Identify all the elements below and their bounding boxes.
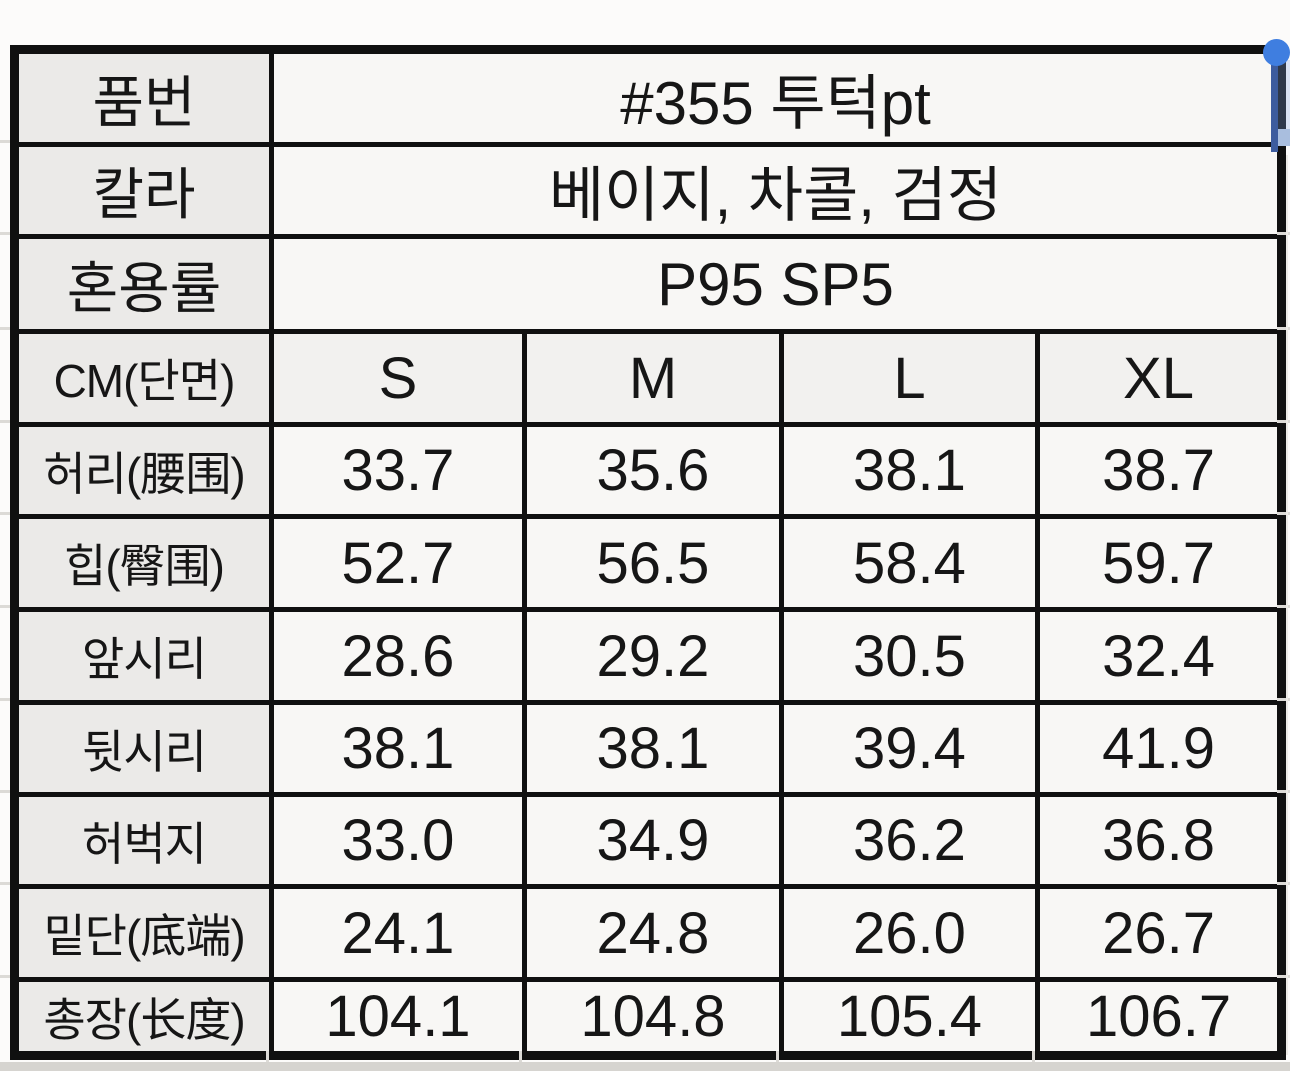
total-length-label: 총장(长度) <box>12 977 274 1058</box>
back-rise-label: 뒷시리 <box>12 700 274 797</box>
front-rise-s: 28.6 <box>269 607 527 705</box>
front-rise-label: 앞시리 <box>12 607 274 705</box>
hem-s: 24.1 <box>269 884 527 982</box>
gridline <box>1286 155 1288 1055</box>
row-fabric-mix: 혼용률 P95 SP5 <box>12 234 1285 334</box>
gridline <box>0 420 10 423</box>
thigh-label: 허벅지 <box>12 792 274 889</box>
gridline <box>0 605 10 608</box>
hip-xl: 59.7 <box>1034 514 1285 612</box>
size-m-header: M <box>522 329 784 427</box>
gridline <box>0 512 10 515</box>
back-rise-xl: 41.9 <box>1034 700 1285 797</box>
gridline <box>1277 882 1290 885</box>
hem-xl: 26.7 <box>1034 884 1285 982</box>
front-rise-xl: 32.4 <box>1034 607 1285 705</box>
total-length-xl: 106.7 <box>1034 977 1285 1058</box>
gridline <box>1277 698 1290 701</box>
waist-s: 33.7 <box>269 422 527 519</box>
fabric-mix-value: P95 SP5 <box>268 234 1285 334</box>
gridline <box>0 327 10 330</box>
gridline <box>0 975 10 978</box>
hem-m: 24.8 <box>522 884 784 982</box>
gridline <box>1277 790 1290 793</box>
row-item-number: 품번 #355 투턱pt <box>12 47 1285 147</box>
size-chart: 품번 #355 투턱pt 칼라 베이지, 차콜, 검정 혼용률 P95 SP5 … <box>10 45 1287 1060</box>
color-value: 베이지, 차콜, 검정 <box>268 142 1285 239</box>
hem-l: 26.0 <box>779 884 1040 982</box>
gridline <box>1277 420 1290 423</box>
front-rise-m: 29.2 <box>522 607 784 705</box>
gridline <box>1277 512 1290 515</box>
gridline <box>0 140 10 143</box>
color-label: 칼라 <box>12 142 274 239</box>
hem-label: 밑단(底端) <box>12 884 274 982</box>
selection-drag-handle-icon[interactable] <box>1263 39 1290 66</box>
row-size-header: CM(단면) S M L XL <box>12 329 1285 427</box>
size-l-header: L <box>779 329 1040 427</box>
back-rise-l: 39.4 <box>779 700 1040 797</box>
sheet-row-strip <box>0 1062 1290 1071</box>
selection-border-line <box>1271 58 1278 152</box>
selection-highlight <box>1278 60 1290 144</box>
gridline <box>0 698 10 701</box>
thigh-xl: 36.8 <box>1034 792 1285 889</box>
waist-xl: 38.7 <box>1034 422 1285 519</box>
unit-label: CM(단면) <box>12 329 274 427</box>
row-front-rise: 앞시리 28.6 29.2 30.5 32.4 <box>12 607 1285 705</box>
row-total-length: 총장(长度) 104.1 104.8 105.4 106.7 <box>12 977 1285 1058</box>
gridline <box>0 232 10 235</box>
row-waist: 허리(腰围) 33.7 35.6 38.1 38.7 <box>12 422 1285 519</box>
row-color: 칼라 베이지, 차콜, 검정 <box>12 142 1285 239</box>
gridline <box>519 1051 522 1062</box>
thigh-l: 36.2 <box>779 792 1040 889</box>
back-rise-s: 38.1 <box>269 700 527 797</box>
hip-s: 52.7 <box>269 514 527 612</box>
row-hem: 밑단(底端) 24.1 24.8 26.0 26.7 <box>12 884 1285 982</box>
fabric-mix-label: 혼용률 <box>12 234 274 334</box>
gridline <box>1277 975 1290 978</box>
item-number-value: #355 투턱pt <box>268 47 1285 147</box>
gridline <box>1277 327 1290 330</box>
gridline <box>0 790 10 793</box>
total-length-s: 104.1 <box>269 977 527 1058</box>
row-hip: 힙(臀围) 52.7 56.5 58.4 59.7 <box>12 514 1285 612</box>
front-rise-l: 30.5 <box>779 607 1040 705</box>
row-back-rise: 뒷시리 38.1 38.1 39.4 41.9 <box>12 700 1285 797</box>
hip-m: 56.5 <box>522 514 784 612</box>
gridline <box>776 1051 779 1062</box>
gridline <box>0 882 10 885</box>
waist-m: 35.6 <box>522 422 784 519</box>
size-s-header: S <box>269 329 527 427</box>
gridline <box>266 1051 269 1062</box>
hip-l: 58.4 <box>779 514 1040 612</box>
gridline <box>1032 1051 1035 1062</box>
size-chart-table: 품번 #355 투턱pt 칼라 베이지, 차콜, 검정 혼용률 P95 SP5 … <box>10 45 1287 1060</box>
total-length-l: 105.4 <box>779 977 1040 1058</box>
waist-label: 허리(腰围) <box>12 422 274 519</box>
item-number-label: 품번 <box>12 47 274 147</box>
waist-l: 38.1 <box>779 422 1040 519</box>
hip-label: 힙(臀围) <box>12 514 274 612</box>
size-xl-header: XL <box>1034 329 1285 427</box>
total-length-m: 104.8 <box>522 977 784 1058</box>
selection-corner-handle-icon[interactable] <box>1278 129 1290 146</box>
gridline <box>1277 232 1290 235</box>
back-rise-m: 38.1 <box>522 700 784 797</box>
thigh-m: 34.9 <box>522 792 784 889</box>
row-thigh: 허벅지 33.0 34.9 36.2 36.8 <box>12 792 1285 889</box>
thigh-s: 33.0 <box>269 792 527 889</box>
gridline <box>1277 605 1290 608</box>
